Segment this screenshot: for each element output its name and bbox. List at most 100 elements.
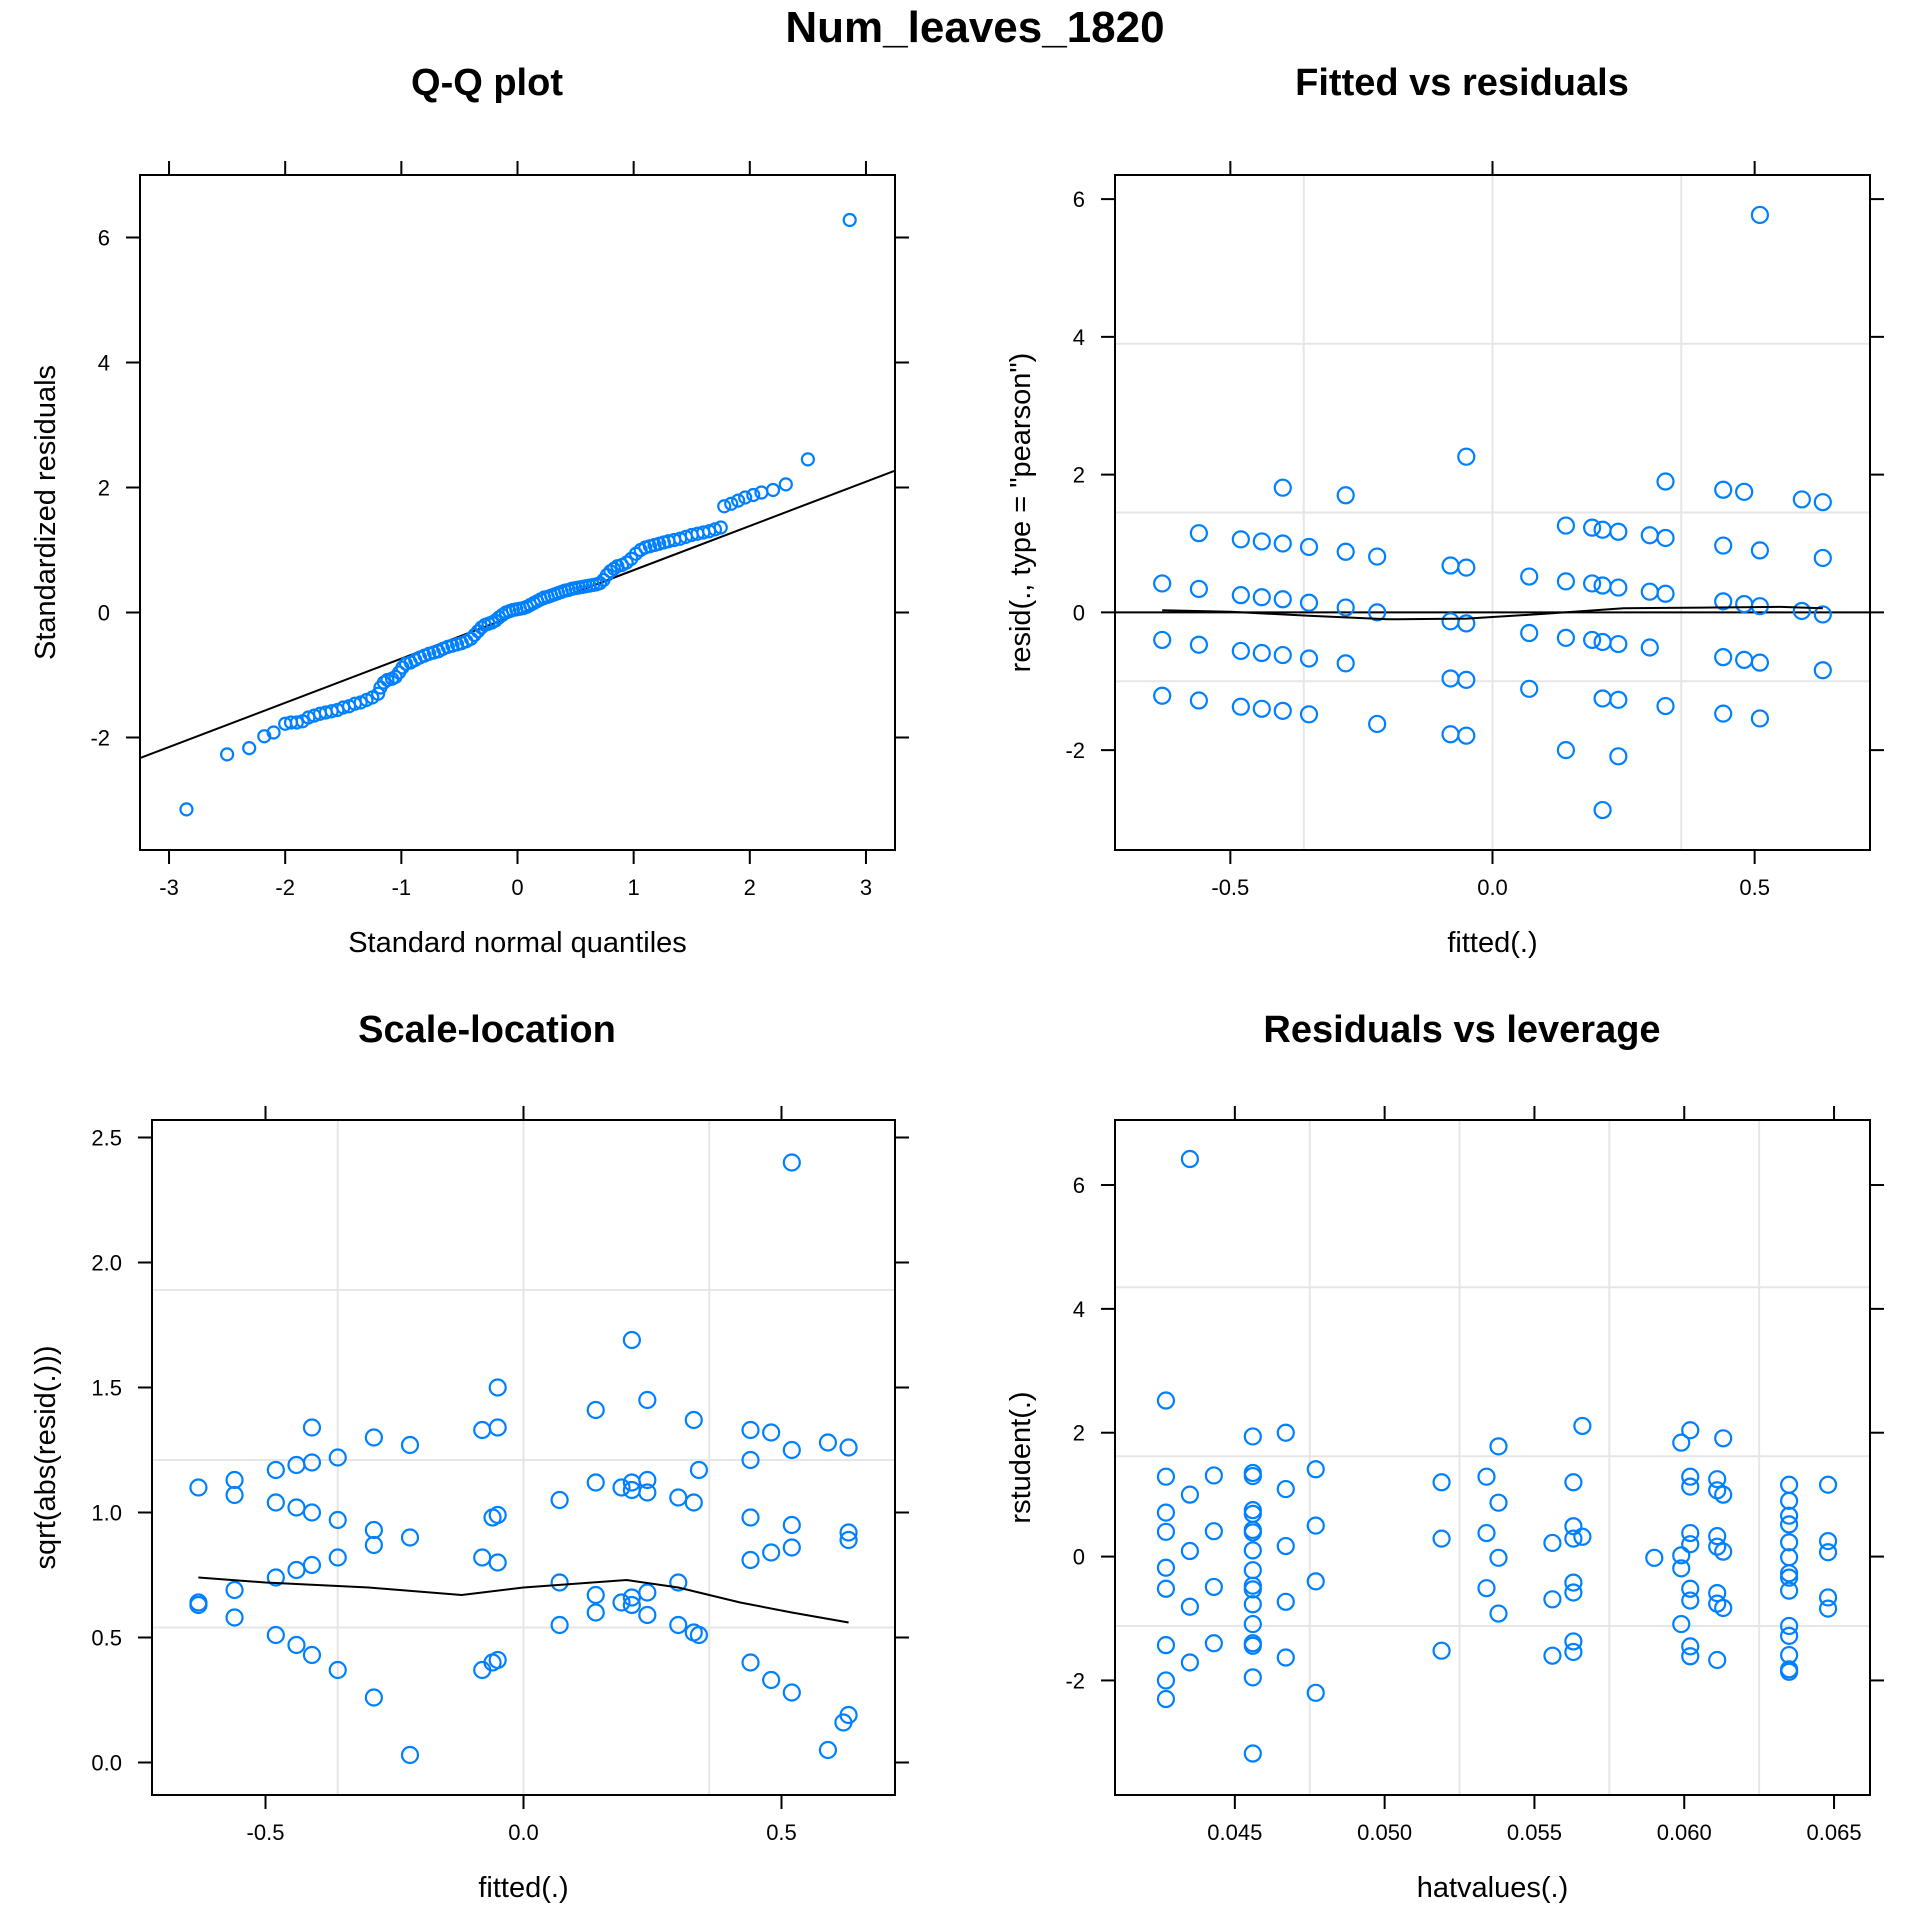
x-tick-label: 0.5 <box>766 1820 797 1845</box>
data-point <box>1556 572 1576 591</box>
data-point <box>266 725 281 740</box>
data-point <box>287 1498 306 1517</box>
data-point <box>1593 689 1612 708</box>
data-point <box>1735 595 1754 614</box>
data-point <box>1780 1475 1799 1494</box>
data-point <box>1189 524 1208 543</box>
data-point <box>266 1625 285 1645</box>
data-point <box>1681 1421 1700 1440</box>
data-point <box>1564 1473 1583 1492</box>
data-point <box>782 1538 801 1557</box>
data-point <box>1708 1470 1727 1489</box>
data-point <box>1780 1581 1799 1600</box>
data-point <box>762 1423 781 1442</box>
y-axis-label: sqrt(abs(resid(.))) <box>30 1346 62 1570</box>
data-point <box>1252 699 1271 718</box>
data-point <box>1156 1579 1176 1598</box>
y-tick-label: 0 <box>1073 600 1085 625</box>
data-point <box>1189 579 1208 599</box>
data-point <box>328 1660 347 1680</box>
data-point <box>1432 1529 1451 1548</box>
y-tick-label: 6 <box>1073 1173 1085 1198</box>
data-point <box>1593 800 1612 820</box>
data-point <box>778 477 793 492</box>
data-point <box>1593 632 1612 652</box>
data-point <box>1276 1423 1295 1442</box>
y-tick-label: 2.0 <box>91 1251 122 1276</box>
data-point <box>1489 1493 1508 1512</box>
data-point <box>1204 1634 1223 1653</box>
data-point <box>473 1548 492 1567</box>
data-point <box>1180 1149 1200 1169</box>
data-point <box>1306 1683 1325 1702</box>
data-point <box>1368 603 1387 622</box>
data-point <box>302 1645 322 1665</box>
y-tick-label: 6 <box>98 226 110 251</box>
data-point <box>1813 493 1832 512</box>
data-point <box>1457 614 1476 633</box>
data-point <box>1477 1467 1496 1486</box>
data-point <box>1609 690 1628 709</box>
data-point <box>328 1448 347 1467</box>
x-tick-label: 2 <box>744 875 756 900</box>
data-point <box>1640 582 1659 601</box>
data-point <box>1656 584 1675 603</box>
data-point <box>225 1485 244 1505</box>
data-point <box>638 1390 657 1410</box>
data-point <box>1750 653 1769 672</box>
data-point <box>488 1378 507 1397</box>
data-point <box>1243 1427 1262 1446</box>
y-tick-label: 1.0 <box>91 1501 122 1526</box>
data-point <box>400 1745 420 1765</box>
data-point <box>707 522 723 537</box>
data-point <box>1432 1641 1451 1660</box>
y-tick-label: 1.5 <box>91 1376 122 1401</box>
panel-title: Q-Q plot <box>411 62 563 104</box>
data-point <box>1681 1523 1700 1543</box>
data-point <box>1681 1477 1700 1496</box>
smooth-line <box>1162 605 1823 621</box>
y-tick-label: 0 <box>98 601 110 626</box>
x-tick-label: -0.5 <box>1211 875 1249 900</box>
data-point <box>638 1583 657 1602</box>
data-point <box>1156 1689 1176 1709</box>
y-tick-label: -2 <box>1065 738 1085 763</box>
data-point <box>488 1553 507 1572</box>
data-point <box>1780 1533 1799 1552</box>
data-point <box>1243 1595 1262 1614</box>
data-point <box>1708 1584 1727 1603</box>
data-point <box>1306 1516 1325 1535</box>
x-tick-label: 0.0 <box>1477 875 1508 900</box>
data-point <box>1656 472 1675 491</box>
data-point <box>467 627 482 643</box>
data-point <box>1543 1533 1562 1553</box>
data-point <box>463 631 479 646</box>
data-point <box>488 1505 507 1525</box>
plot-frame <box>139 174 896 851</box>
data-point <box>488 1418 507 1437</box>
y-axis-label: Standardized residuals <box>30 365 62 660</box>
data-point <box>1243 1561 1262 1580</box>
data-point <box>1818 1599 1838 1618</box>
panel-title: Scale-location <box>358 1009 616 1051</box>
data-point <box>302 1503 322 1522</box>
data-point <box>1441 612 1460 631</box>
data-point <box>1156 1503 1176 1522</box>
data-point <box>1231 586 1250 605</box>
x-tick-label: 0.060 <box>1657 1820 1712 1845</box>
data-point <box>717 499 732 514</box>
data-point <box>839 1438 858 1457</box>
data-point <box>1609 634 1628 654</box>
data-point <box>1336 486 1355 505</box>
data-point <box>1573 1527 1592 1546</box>
data-point <box>1189 635 1208 654</box>
data-point <box>765 482 781 498</box>
data-point <box>818 1433 838 1452</box>
data-point <box>1583 630 1602 650</box>
data-point <box>1564 1632 1583 1651</box>
data-point <box>287 1560 306 1580</box>
data-point <box>1273 478 1292 497</box>
data-point <box>1243 1580 1262 1599</box>
data-point <box>1556 741 1576 760</box>
data-point <box>1564 1529 1583 1548</box>
